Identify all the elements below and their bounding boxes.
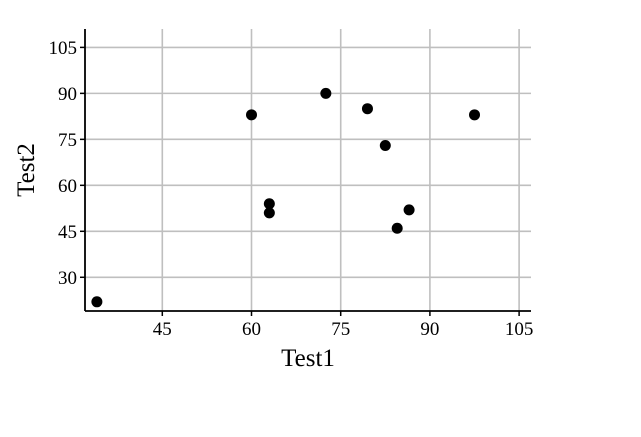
- x-tick-label: 90: [420, 319, 439, 340]
- data-point: [361, 103, 373, 115]
- grid-lines: [85, 29, 531, 311]
- y-tick-label: 60: [58, 176, 77, 197]
- y-tick-label: 30: [58, 268, 77, 289]
- data-point: [91, 296, 103, 308]
- data-point: [469, 109, 481, 121]
- y-tick-label: 45: [58, 222, 77, 243]
- y-axis-title: Test2: [13, 143, 40, 197]
- data-point: [403, 204, 415, 216]
- data-point: [263, 207, 275, 219]
- x-axis-title: Test1: [281, 345, 335, 372]
- data-points: [91, 87, 481, 308]
- data-point: [391, 222, 403, 234]
- x-tick-label: 45: [153, 319, 172, 340]
- x-tick-label: 105: [505, 319, 534, 340]
- data-point: [320, 87, 332, 99]
- y-tick-label: 75: [58, 130, 77, 151]
- y-tick-label: 90: [58, 84, 77, 105]
- x-tick-label: 75: [331, 319, 350, 340]
- tick-labels: 45 60 75 90 105 30 45 60 75 90 105: [49, 38, 534, 340]
- y-tick-label: 105: [49, 38, 78, 59]
- data-point: [379, 139, 391, 151]
- x-tick-label: 60: [242, 319, 261, 340]
- data-point: [263, 198, 275, 210]
- axes: [80, 29, 531, 316]
- data-point: [246, 109, 258, 121]
